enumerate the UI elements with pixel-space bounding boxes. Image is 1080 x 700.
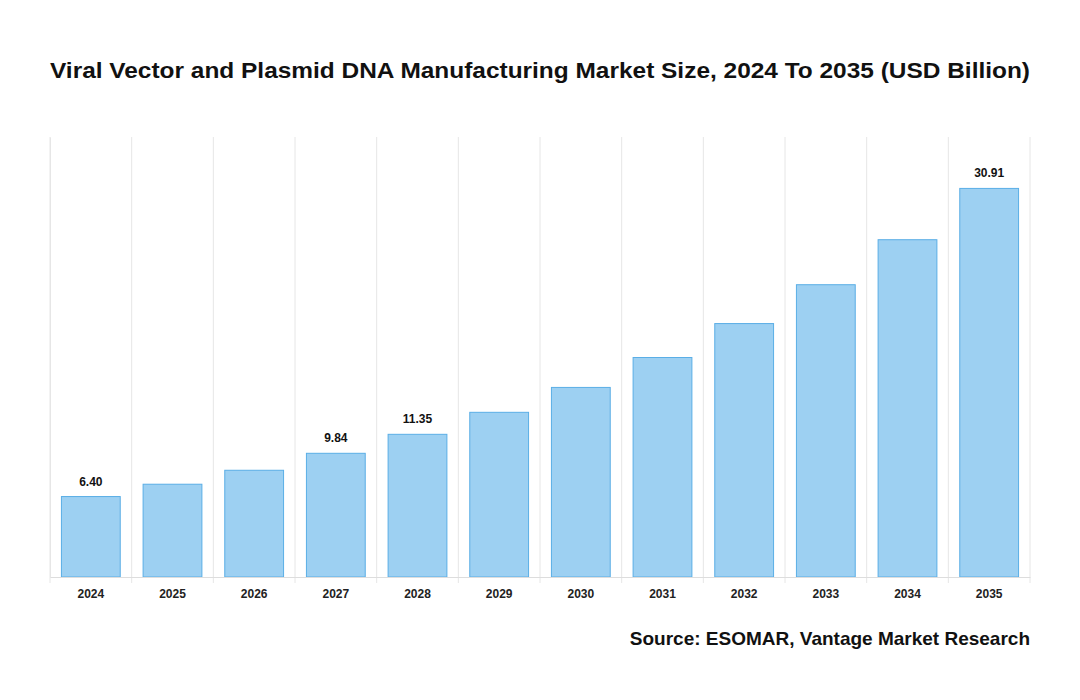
x-tick-label: 2026 [241,587,268,601]
x-tick: 2032 [731,577,758,601]
grid-line [621,137,622,583]
grid-line [703,137,704,583]
chart: Viral Vector and Plasmid DNA Manufacturi… [0,0,1080,700]
bar [551,387,610,577]
plot: 2024 2025 2026 2027 2028 2029 2030 2031 2032 2033… [50,137,1031,601]
bars [61,188,1018,577]
title: Viral Vector and Plasmid DNA Manufacturi… [50,58,1030,83]
x-tick: 2029 [486,577,513,601]
y-axis [50,138,51,578]
source: Source: ESOMAR, Vantage Market Research [630,628,1030,649]
bar [796,285,855,577]
bar [388,434,447,577]
x-tick: 2035 [976,577,1003,601]
data-label: 30.91 [974,166,1004,180]
bar [225,470,284,577]
grid-line [295,137,296,583]
x-tick-label: 2024 [77,587,104,601]
x-tick-label: 2029 [486,587,513,601]
x-tick-label: 2034 [894,587,921,601]
x-tick: 2028 [404,577,431,601]
x-tick: 2024 [77,577,104,601]
x-tick-label: 2030 [567,587,594,601]
data-label: 11.35 [403,412,433,426]
x-tick-label: 2031 [649,587,676,601]
grid-line [948,137,949,583]
x-tick: 2033 [812,577,839,601]
bar [470,412,529,577]
x-tick: 2025 [159,577,186,601]
data-label: 6.40 [79,475,103,489]
x-axis: 2024 2025 2026 2027 2028 2029 2030 2031 2032 2033… [51,577,1031,601]
grid-line [213,137,214,583]
grid-line [131,137,132,583]
x-tick-label: 2028 [404,587,431,601]
x-tick: 2027 [322,577,349,601]
grid [50,137,1030,583]
x-tick: 2034 [894,577,921,601]
bar [960,188,1019,577]
data-labels: 6.40 9.84 11.35 30.91 [79,166,1004,488]
grid-line [540,137,541,583]
grid-line [785,137,786,583]
x-tick-label: 2025 [159,587,186,601]
grid-line [376,137,377,583]
bar [143,484,202,577]
bar [633,358,692,577]
x-tick-label: 2035 [976,587,1003,601]
bar [306,453,365,577]
x-tick: 2030 [567,577,594,601]
x-tick: 2026 [241,577,268,601]
x-axis-line [51,577,1031,578]
bar [878,240,937,577]
x-tick-label: 2027 [322,587,349,601]
data-label: 9.84 [324,431,348,445]
bar [715,324,774,577]
y-axis-line [50,138,51,578]
bar [61,497,120,577]
grid-line [458,137,459,583]
x-tick-label: 2032 [731,587,758,601]
grid-line [50,137,51,583]
x-tick-label: 2033 [812,587,839,601]
x-tick: 2031 [649,577,676,601]
grid-line [866,137,867,583]
grid-line [1030,137,1031,583]
